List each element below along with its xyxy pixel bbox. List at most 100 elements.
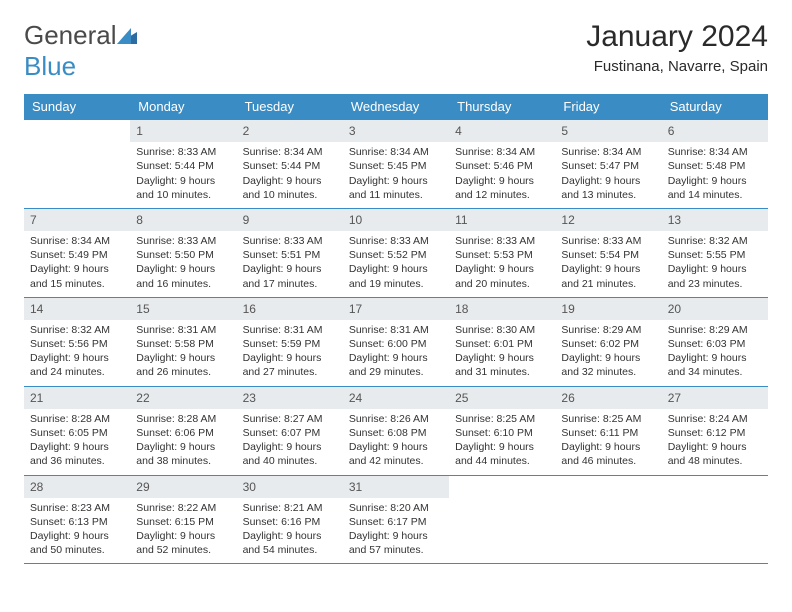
day-sunrise: Sunrise: 8:33 AM xyxy=(243,234,337,248)
day-number: 6 xyxy=(662,120,768,142)
calendar-cell: 23Sunrise: 8:27 AMSunset: 6:07 PMDayligh… xyxy=(237,386,343,475)
calendar-cell: 17Sunrise: 8:31 AMSunset: 6:00 PMDayligh… xyxy=(343,297,449,386)
day-number: 5 xyxy=(555,120,661,142)
day-daylight2: and 42 minutes. xyxy=(349,454,443,468)
day-daylight1: Daylight: 9 hours xyxy=(243,440,337,454)
calendar-cell: 21Sunrise: 8:28 AMSunset: 6:05 PMDayligh… xyxy=(24,386,130,475)
day-content: Sunrise: 8:33 AMSunset: 5:51 PMDaylight:… xyxy=(237,231,343,297)
calendar-cell: 16Sunrise: 8:31 AMSunset: 5:59 PMDayligh… xyxy=(237,297,343,386)
calendar-cell: 7Sunrise: 8:34 AMSunset: 5:49 PMDaylight… xyxy=(24,208,130,297)
calendar-cell: 15Sunrise: 8:31 AMSunset: 5:58 PMDayligh… xyxy=(130,297,236,386)
day-content: Sunrise: 8:29 AMSunset: 6:02 PMDaylight:… xyxy=(555,320,661,386)
day-daylight2: and 11 minutes. xyxy=(349,188,443,202)
day-daylight2: and 20 minutes. xyxy=(455,277,549,291)
day-number: 27 xyxy=(662,387,768,409)
calendar-cell: 3Sunrise: 8:34 AMSunset: 5:45 PMDaylight… xyxy=(343,120,449,209)
calendar-cell: 31Sunrise: 8:20 AMSunset: 6:17 PMDayligh… xyxy=(343,475,449,564)
calendar-cell: 20Sunrise: 8:29 AMSunset: 6:03 PMDayligh… xyxy=(662,297,768,386)
day-sunrise: Sunrise: 8:34 AM xyxy=(455,145,549,159)
day-content: Sunrise: 8:33 AMSunset: 5:52 PMDaylight:… xyxy=(343,231,449,297)
day-daylight2: and 14 minutes. xyxy=(668,188,762,202)
day-sunrise: Sunrise: 8:31 AM xyxy=(349,323,443,337)
day-sunrise: Sunrise: 8:28 AM xyxy=(30,412,124,426)
day-daylight2: and 23 minutes. xyxy=(668,277,762,291)
calendar-cell: 19Sunrise: 8:29 AMSunset: 6:02 PMDayligh… xyxy=(555,297,661,386)
calendar-cell xyxy=(449,475,555,564)
day-daylight1: Daylight: 9 hours xyxy=(243,174,337,188)
day-sunset: Sunset: 5:45 PM xyxy=(349,159,443,173)
day-daylight2: and 34 minutes. xyxy=(668,365,762,379)
day-sunset: Sunset: 5:44 PM xyxy=(136,159,230,173)
day-daylight2: and 57 minutes. xyxy=(349,543,443,557)
weekday-header: Monday xyxy=(130,94,236,120)
day-number: 21 xyxy=(24,387,130,409)
day-daylight2: and 48 minutes. xyxy=(668,454,762,468)
calendar-cell: 4Sunrise: 8:34 AMSunset: 5:46 PMDaylight… xyxy=(449,120,555,209)
day-daylight2: and 15 minutes. xyxy=(30,277,124,291)
day-content: Sunrise: 8:34 AMSunset: 5:49 PMDaylight:… xyxy=(24,231,130,297)
day-sunrise: Sunrise: 8:23 AM xyxy=(30,501,124,515)
day-content: Sunrise: 8:33 AMSunset: 5:44 PMDaylight:… xyxy=(130,142,236,208)
day-daylight1: Daylight: 9 hours xyxy=(136,351,230,365)
day-daylight1: Daylight: 9 hours xyxy=(668,440,762,454)
day-daylight2: and 27 minutes. xyxy=(243,365,337,379)
day-sunrise: Sunrise: 8:29 AM xyxy=(668,323,762,337)
day-sunrise: Sunrise: 8:33 AM xyxy=(349,234,443,248)
calendar-week: 28Sunrise: 8:23 AMSunset: 6:13 PMDayligh… xyxy=(24,475,768,564)
day-content: Sunrise: 8:31 AMSunset: 6:00 PMDaylight:… xyxy=(343,320,449,386)
day-daylight1: Daylight: 9 hours xyxy=(455,262,549,276)
day-daylight2: and 12 minutes. xyxy=(455,188,549,202)
day-sunrise: Sunrise: 8:32 AM xyxy=(668,234,762,248)
day-number: 28 xyxy=(24,476,130,498)
day-number: 14 xyxy=(24,298,130,320)
header: GeneralBlue January 2024 Fustinana, Nava… xyxy=(24,20,768,82)
day-number: 11 xyxy=(449,209,555,231)
day-sunset: Sunset: 5:44 PM xyxy=(243,159,337,173)
calendar-cell: 11Sunrise: 8:33 AMSunset: 5:53 PMDayligh… xyxy=(449,208,555,297)
weekday-header: Thursday xyxy=(449,94,555,120)
day-daylight2: and 10 minutes. xyxy=(243,188,337,202)
day-content: Sunrise: 8:33 AMSunset: 5:54 PMDaylight:… xyxy=(555,231,661,297)
day-content: Sunrise: 8:28 AMSunset: 6:06 PMDaylight:… xyxy=(130,409,236,475)
day-content: Sunrise: 8:25 AMSunset: 6:11 PMDaylight:… xyxy=(555,409,661,475)
day-daylight2: and 38 minutes. xyxy=(136,454,230,468)
calendar-cell: 26Sunrise: 8:25 AMSunset: 6:11 PMDayligh… xyxy=(555,386,661,475)
calendar-cell: 9Sunrise: 8:33 AMSunset: 5:51 PMDaylight… xyxy=(237,208,343,297)
day-content: Sunrise: 8:22 AMSunset: 6:15 PMDaylight:… xyxy=(130,498,236,564)
logo: GeneralBlue xyxy=(24,20,137,82)
day-sunrise: Sunrise: 8:33 AM xyxy=(455,234,549,248)
day-number: 18 xyxy=(449,298,555,320)
day-sunset: Sunset: 5:54 PM xyxy=(561,248,655,262)
day-sunset: Sunset: 6:15 PM xyxy=(136,515,230,529)
day-daylight1: Daylight: 9 hours xyxy=(136,440,230,454)
calendar-week: 7Sunrise: 8:34 AMSunset: 5:49 PMDaylight… xyxy=(24,208,768,297)
day-daylight1: Daylight: 9 hours xyxy=(455,440,549,454)
day-sunset: Sunset: 5:51 PM xyxy=(243,248,337,262)
day-sunset: Sunset: 6:12 PM xyxy=(668,426,762,440)
day-daylight1: Daylight: 9 hours xyxy=(561,262,655,276)
day-sunrise: Sunrise: 8:33 AM xyxy=(136,145,230,159)
day-sunrise: Sunrise: 8:29 AM xyxy=(561,323,655,337)
day-sunset: Sunset: 6:08 PM xyxy=(349,426,443,440)
weekday-header: Friday xyxy=(555,94,661,120)
day-number: 15 xyxy=(130,298,236,320)
day-sunrise: Sunrise: 8:22 AM xyxy=(136,501,230,515)
calendar-cell: 13Sunrise: 8:32 AMSunset: 5:55 PMDayligh… xyxy=(662,208,768,297)
day-daylight2: and 21 minutes. xyxy=(561,277,655,291)
day-sunset: Sunset: 5:46 PM xyxy=(455,159,549,173)
day-sunrise: Sunrise: 8:32 AM xyxy=(30,323,124,337)
logo-part2: Blue xyxy=(24,51,76,81)
day-daylight1: Daylight: 9 hours xyxy=(668,262,762,276)
day-number: 29 xyxy=(130,476,236,498)
day-number: 4 xyxy=(449,120,555,142)
day-daylight2: and 32 minutes. xyxy=(561,365,655,379)
day-sunrise: Sunrise: 8:34 AM xyxy=(561,145,655,159)
weekday-header: Tuesday xyxy=(237,94,343,120)
day-sunrise: Sunrise: 8:34 AM xyxy=(349,145,443,159)
day-sunset: Sunset: 6:16 PM xyxy=(243,515,337,529)
calendar-cell: 12Sunrise: 8:33 AMSunset: 5:54 PMDayligh… xyxy=(555,208,661,297)
day-number: 7 xyxy=(24,209,130,231)
day-content: Sunrise: 8:31 AMSunset: 5:58 PMDaylight:… xyxy=(130,320,236,386)
day-sunrise: Sunrise: 8:20 AM xyxy=(349,501,443,515)
day-sunrise: Sunrise: 8:21 AM xyxy=(243,501,337,515)
